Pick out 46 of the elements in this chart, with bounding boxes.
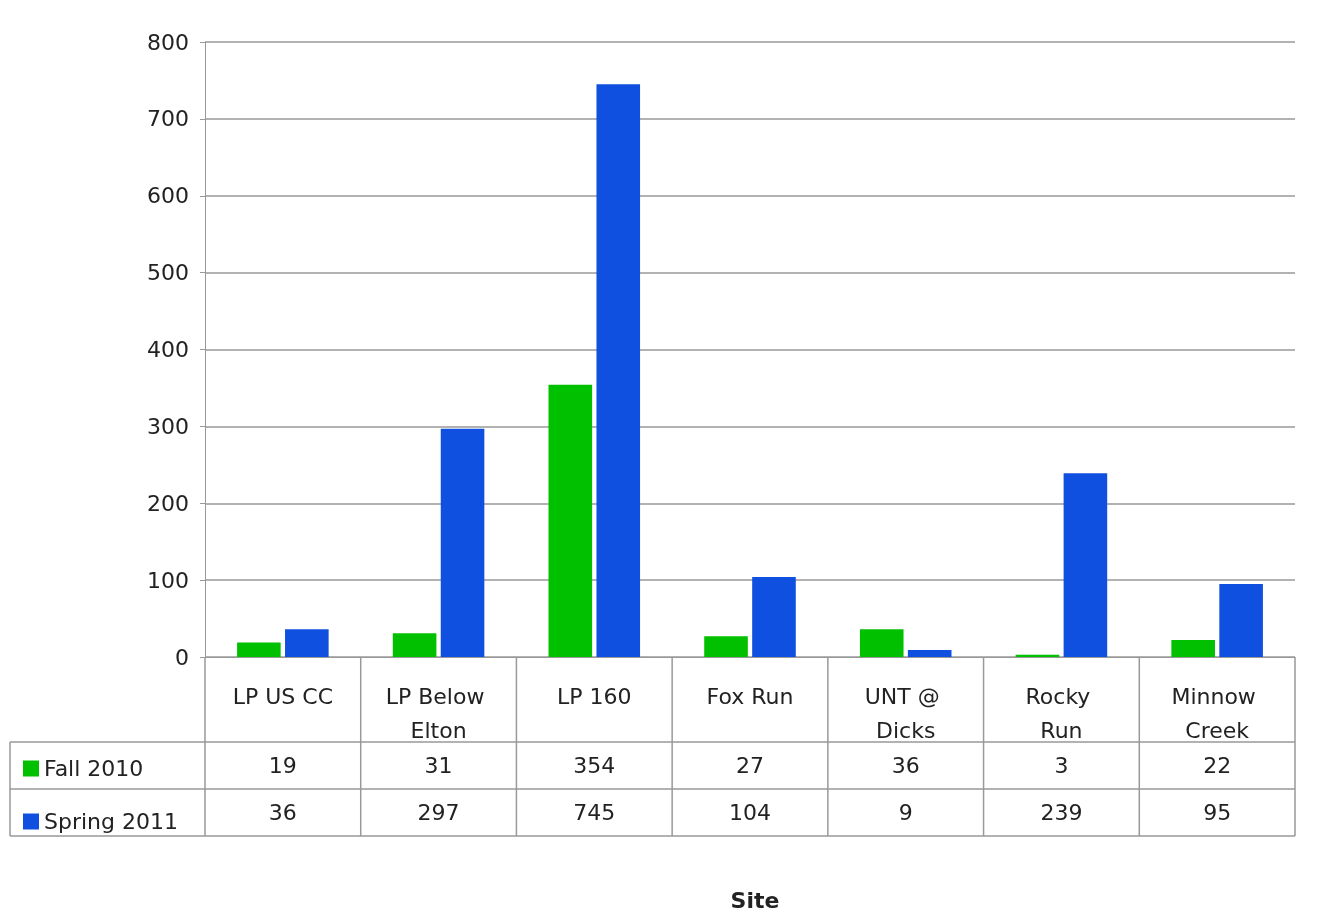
- bar: [237, 642, 281, 657]
- bar: [548, 384, 593, 657]
- y-tick-label: 500: [147, 260, 189, 286]
- legend-label: Fall 2010: [44, 756, 144, 781]
- bar: [704, 636, 748, 657]
- bar: [1171, 640, 1215, 657]
- data-label: 36: [268, 800, 297, 825]
- x-tick-label: Fox Run: [706, 683, 794, 709]
- data-label: 745: [573, 800, 616, 825]
- text: Site: [730, 887, 780, 909]
- y-tick-label: 0: [175, 644, 189, 670]
- data-label: 19: [268, 753, 297, 778]
- x-tick-label: LP 160: [557, 683, 632, 709]
- legend-label: Spring 2011: [44, 809, 178, 834]
- x-tick-label: Rocky Run: [1025, 683, 1098, 743]
- data-label: 31: [424, 753, 453, 778]
- data-label: 27: [736, 753, 764, 778]
- bar: [752, 577, 796, 657]
- x-tick-label: LP US CC: [232, 683, 334, 709]
- y-tick-label: 700: [147, 106, 189, 132]
- data-label: 22: [1203, 753, 1232, 778]
- bar: [596, 84, 641, 657]
- data-label: 239: [1040, 800, 1083, 825]
- y-tick-label: 400: [147, 337, 189, 362]
- data-label: 36: [891, 753, 920, 778]
- bar: [392, 633, 437, 657]
- data-label: 95: [1203, 800, 1232, 825]
- y-tick-label: 100: [147, 567, 189, 593]
- data-label: 3: [1054, 753, 1069, 778]
- y-tick-label: 300: [147, 413, 189, 439]
- data-label: 9: [898, 800, 913, 825]
- y-tick-label: 800: [147, 29, 189, 55]
- data-label: 104: [729, 800, 771, 825]
- y-tick-label: 600: [147, 183, 189, 209]
- data-label: 354: [573, 753, 616, 778]
- x-tick-label: LP Below Elton: [385, 683, 492, 743]
- bar: [285, 629, 329, 657]
- bar: [859, 629, 904, 657]
- bar: [1219, 583, 1263, 657]
- bar: [907, 650, 952, 657]
- bar: [440, 428, 485, 657]
- data-label: 297: [417, 800, 460, 825]
- x-tick-label: Minnow Creek: [1171, 683, 1263, 743]
- bar: [1063, 473, 1108, 657]
- y-tick-label: 200: [147, 490, 189, 516]
- x-tick-label: UNT @ Dicks: [864, 683, 947, 743]
